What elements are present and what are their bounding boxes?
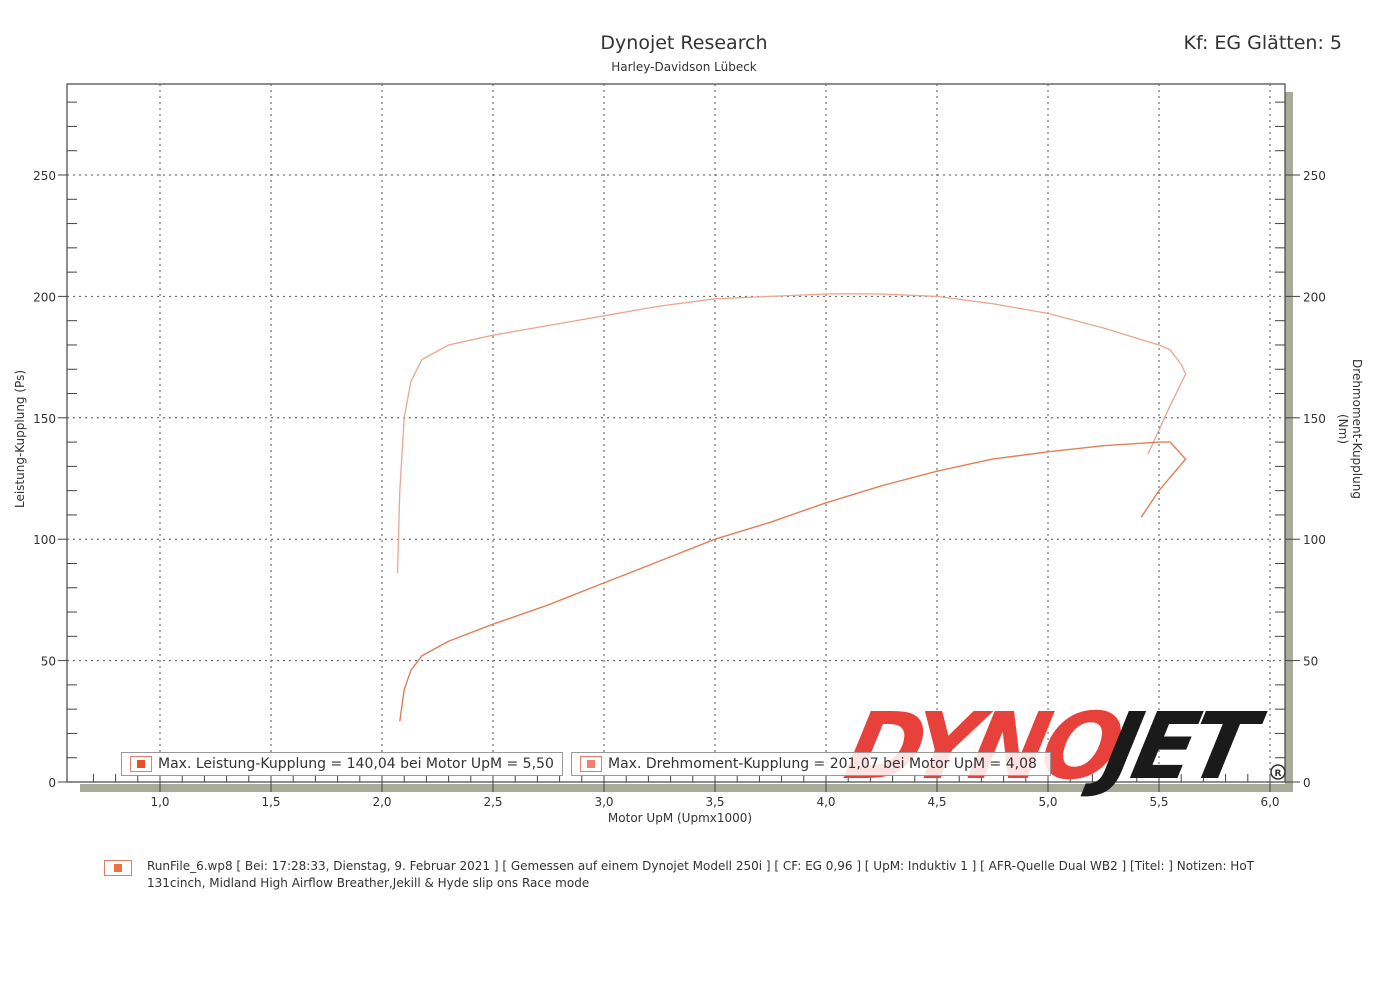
y-left-tick-label: 250 [33, 169, 56, 183]
x-tick-label: 4,0 [816, 795, 835, 809]
power-curve [399, 441, 1187, 722]
legend-item-torque: Max. Drehmoment-Kupplung = 201,07 bei Mo… [571, 752, 1051, 776]
registered-mark: R [1275, 769, 1282, 779]
legend-swatch-torque [580, 756, 602, 772]
bottom-axis-shadow [80, 784, 1293, 792]
x-tick-label: 1,0 [150, 795, 169, 809]
run-file-swatch-icon [104, 860, 132, 876]
tick-labels: 1,0 1,5 2,0 2,5 3,0 3,5 4,0 4,5 5,0 5,5 6,0 0 0 50 50 1… [33, 169, 1326, 809]
y-right-tick-label: 200 [1303, 290, 1326, 304]
registered-icon [1270, 764, 1286, 780]
x-tick-label: 2,0 [372, 795, 391, 809]
legend-swatch-power [130, 756, 152, 772]
x-tick-label: 1,5 [261, 795, 280, 809]
y-right-tick-label: 250 [1303, 169, 1326, 183]
grid-lines [67, 84, 1285, 782]
right-axis-shadow [1285, 92, 1293, 790]
y-axis-right-label: Drehmoment-Kupplung (Nm) [1336, 359, 1364, 499]
chart-title: Dynojet Research [600, 32, 768, 54]
y-right-tick-label: 50 [1303, 655, 1318, 669]
plot-area [66, 83, 1286, 783]
run-file-info: RunFile_6.wp8 [ Bei: 17:28:33, Dienstag,… [104, 858, 1284, 892]
x-tick-label: 5,5 [1149, 795, 1168, 809]
legend-item-power: Max. Leistung-Kupplung = 140,04 bei Moto… [121, 752, 563, 776]
x-tick-label: 5,0 [1038, 795, 1057, 809]
x-tick-label: 2,5 [483, 795, 502, 809]
y-right-tick-label: 150 [1303, 412, 1326, 426]
y-left-tick-label: 150 [33, 412, 56, 426]
chart-subtitle: Harley-Davidson Lübeck [611, 60, 757, 74]
y-left-tick-label: 200 [33, 290, 56, 304]
x-tick-label: 4,5 [927, 795, 946, 809]
logo-dyno-text: DYNO [837, 693, 1130, 800]
y-right-tick-label: 0 [1303, 776, 1311, 790]
legend-label-power: Max. Leistung-Kupplung = 140,04 bei Moto… [158, 756, 554, 772]
x-tick-label: 3,0 [594, 795, 613, 809]
y-left-tick-label: 0 [48, 776, 56, 790]
correction-factor-label: Kf: EG Glätten: 5 [1183, 32, 1343, 54]
torque-curve [396, 293, 1187, 574]
dynojet-logo: DYNO JET R [837, 693, 1286, 800]
y-right-tick-label: 100 [1303, 533, 1326, 547]
run-file-text: RunFile_6.wp8 [ Bei: 17:28:33, Dienstag,… [147, 859, 1254, 890]
y-axis-left-label: Leistung-Kupplung (Ps) [13, 369, 27, 509]
legend-label-torque: Max. Drehmoment-Kupplung = 201,07 bei Mo… [608, 756, 1037, 772]
x-axis-label: Motor UpM (Upmx1000) [607, 811, 753, 825]
x-tick-label: 6,0 [1260, 795, 1279, 809]
y-left-tick-label: 50 [41, 655, 56, 669]
x-tick-label: 3,5 [705, 795, 724, 809]
y-left-tick-label: 100 [33, 533, 56, 547]
